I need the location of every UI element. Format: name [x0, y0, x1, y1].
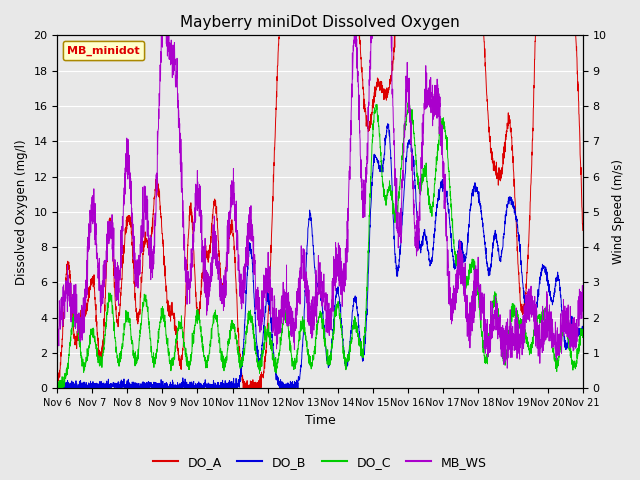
Legend: MB_minidot: MB_minidot	[63, 41, 145, 60]
Y-axis label: Dissolved Oxygen (mg/l): Dissolved Oxygen (mg/l)	[15, 139, 28, 285]
Legend: DO_A, DO_B, DO_C, MB_WS: DO_A, DO_B, DO_C, MB_WS	[148, 451, 492, 474]
X-axis label: Time: Time	[305, 414, 335, 427]
Title: Mayberry miniDot Dissolved Oxygen: Mayberry miniDot Dissolved Oxygen	[180, 15, 460, 30]
Y-axis label: Wind Speed (m/s): Wind Speed (m/s)	[612, 159, 625, 264]
